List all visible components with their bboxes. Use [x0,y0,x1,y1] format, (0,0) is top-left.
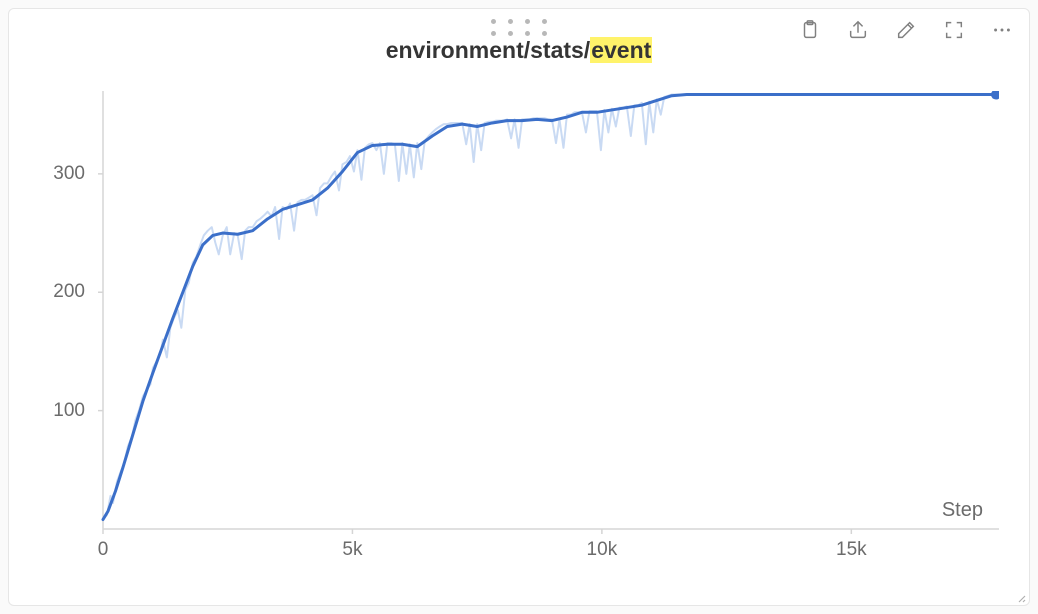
x-tick-label: 15k [836,539,867,587]
chart-area: 100 200 300 0 5k 10k 15k Step [39,91,999,587]
x-axis-label: Step [942,499,983,522]
y-tick-label: 200 [39,281,85,303]
x-tick-label: 0 [98,539,109,587]
x-tick-label: 10k [587,539,618,587]
resize-handle-icon[interactable] [1014,590,1026,602]
y-tick-label: 100 [39,400,85,422]
drag-handle-icon[interactable] [491,19,547,36]
chart-title-highlight: event [590,37,652,63]
x-tick-label: 5k [342,539,362,587]
line-chart-svg [39,91,999,587]
y-tick-label: 300 [39,163,85,185]
chart-panel: environment/stats/event 10020030005k10k1… [8,8,1030,606]
chart-title: environment/stats/event [9,37,1029,64]
chart-title-prefix: environment/stats/ [386,37,591,63]
